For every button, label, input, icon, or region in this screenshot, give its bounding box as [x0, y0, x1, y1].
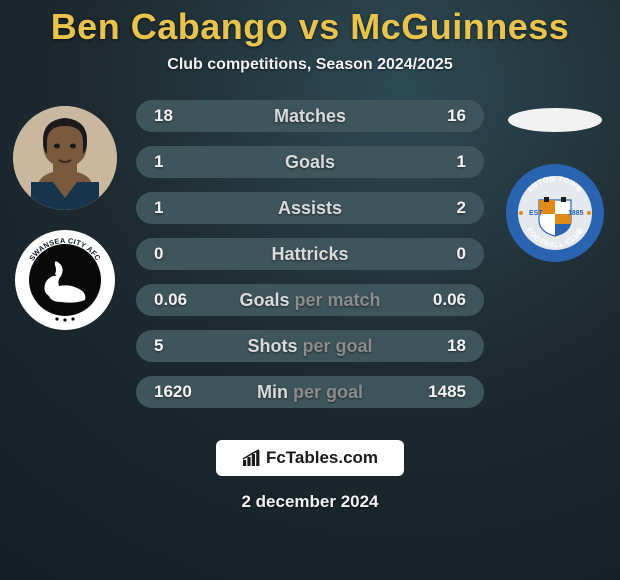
stat-label: Assists	[278, 198, 342, 218]
stat-label: Shots	[247, 336, 302, 356]
stat-label-wrap: Assists	[136, 198, 484, 219]
face-silhouette-icon	[13, 106, 117, 210]
stat-value-left: 0.06	[154, 290, 187, 310]
stat-row: 1 Goals 1	[136, 146, 484, 178]
stat-value-left: 18	[154, 106, 173, 126]
stat-row: 5Shots per goal18	[136, 330, 484, 362]
stat-label-wrap: Matches	[136, 106, 484, 127]
player-portrait-left	[13, 106, 117, 210]
stat-value-right: 1	[457, 152, 466, 172]
player-portrait-right	[508, 108, 602, 132]
stat-label: Matches	[274, 106, 346, 126]
date-label: 2 december 2024	[0, 492, 620, 512]
brand-text: FcTables.com	[266, 448, 378, 468]
page-title: Ben Cabango vs McGuinness	[0, 0, 620, 48]
club-badge-left: SWANSEA CITY AFC	[15, 230, 115, 330]
stat-label: Hattricks	[271, 244, 348, 264]
stat-label-wrap: Goals per match	[136, 290, 484, 311]
stat-row: 18 Matches 16	[136, 100, 484, 132]
stat-label: Min	[257, 382, 293, 402]
left-column: SWANSEA CITY AFC	[0, 100, 130, 330]
chart-icon	[242, 449, 262, 467]
stat-row: 0 Hattricks 0	[136, 238, 484, 270]
right-column: LUTON TOWN FOOTBALL CLUB EST 1885	[490, 100, 620, 262]
stat-row: 1 Assists 2	[136, 192, 484, 224]
luton-badge-icon: LUTON TOWN FOOTBALL CLUB EST 1885	[506, 164, 604, 262]
stat-value-right: 18	[447, 336, 466, 356]
stat-value-right: 1485	[428, 382, 466, 402]
stat-label-wrap: Hattricks	[136, 244, 484, 265]
stat-label-wrap: Goals	[136, 152, 484, 173]
stats-list: 18 Matches 16 1 Goals 1 1 Assists 2 0 Hattricks 0 0.…	[130, 100, 490, 422]
stat-row: 1620 Min per goal 1485	[136, 376, 484, 408]
stat-label: Goals	[285, 152, 335, 172]
svg-text:1885: 1885	[568, 210, 584, 217]
stat-label: Goals	[239, 290, 294, 310]
swansea-badge-icon: SWANSEA CITY AFC	[15, 230, 115, 330]
stat-value-left: 1	[154, 152, 163, 172]
stat-value-right: 0	[457, 244, 466, 264]
stat-label-secondary: per goal	[293, 382, 363, 402]
comparison-row: SWANSEA CITY AFC 18 Matches 16 1 Goals 1 1 Assi…	[0, 100, 620, 422]
stat-row: 0.06Goals per match0.06	[136, 284, 484, 316]
stat-value-left: 1620	[154, 382, 192, 402]
subtitle: Club competitions, Season 2024/2025	[0, 56, 620, 74]
stat-label-secondary: per match	[295, 290, 381, 310]
stat-value-right: 0.06	[433, 290, 466, 310]
stat-value-left: 1	[154, 198, 163, 218]
brand-badge: FcTables.com	[216, 440, 404, 476]
stat-value-left: 5	[154, 336, 163, 356]
club-badge-right: LUTON TOWN FOOTBALL CLUB EST 1885	[506, 164, 604, 262]
stat-label-wrap: Shots per goal	[136, 336, 484, 357]
stat-value-right: 16	[447, 106, 466, 126]
stat-value-right: 2	[457, 198, 466, 218]
stat-value-left: 0	[154, 244, 163, 264]
stat-label-secondary: per goal	[303, 336, 373, 356]
svg-text:EST: EST	[529, 210, 543, 217]
